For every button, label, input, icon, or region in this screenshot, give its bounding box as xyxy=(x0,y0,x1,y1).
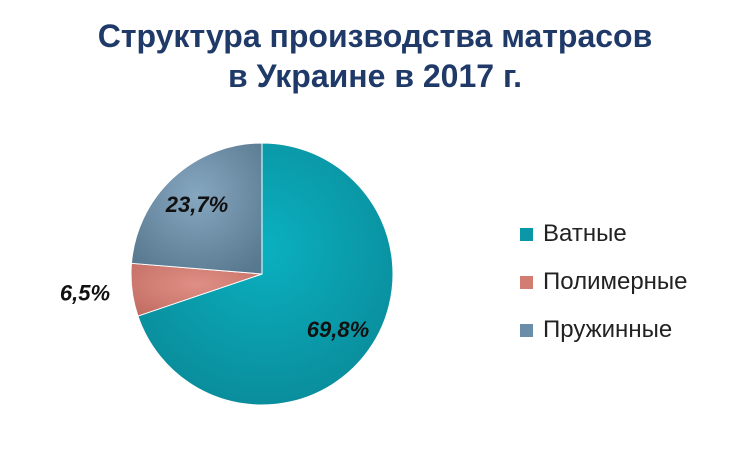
chart-legend: Ватные Полимерные Пружинные xyxy=(520,210,688,354)
data-label-polimernye: 6,5% xyxy=(60,281,110,306)
legend-label-vatnye: Ватные xyxy=(543,220,627,247)
chart-title-line-1: Структура производства матрасов xyxy=(97,18,653,54)
legend-swatch-polimernye xyxy=(520,275,533,289)
chart-title: Структура производства матрасов в Украин… xyxy=(0,16,750,96)
legend-swatch-pruzhinnye xyxy=(520,323,533,337)
data-label-pruzhinnye: 23,7% xyxy=(165,192,228,217)
data-label-vatnye: 69,8% xyxy=(307,317,369,342)
legend-swatch-vatnye xyxy=(520,227,533,241)
pie-slice-pruzhinnye xyxy=(130,142,263,275)
legend-item-polimernye: Полимерные xyxy=(520,258,688,306)
legend-label-pruzhinnye: Пружинные xyxy=(543,316,673,343)
legend-item-vatnye: Ватные xyxy=(520,210,688,258)
pie-slice-vatnye xyxy=(137,142,394,406)
chart-title-line-2: в Украине в 2017 г. xyxy=(228,58,522,94)
legend-item-pruzhinnye: Пружинные xyxy=(520,306,688,354)
legend-label-polimernye: Полимерные xyxy=(543,268,688,295)
